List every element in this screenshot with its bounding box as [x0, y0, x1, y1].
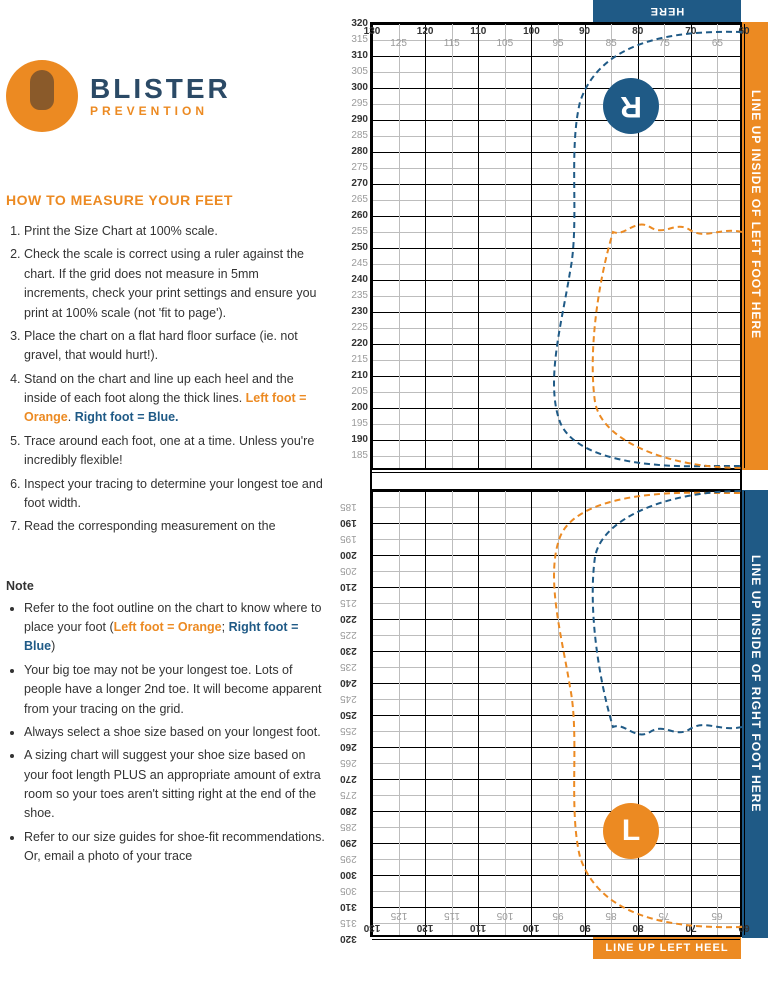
step-item: Trace around each foot, one at a time. U… — [24, 432, 326, 471]
right-foot-badge: R — [603, 78, 659, 134]
notes-list: Refer to the foot outline on the chart t… — [6, 599, 326, 867]
step-item: Stand on the chart and line up each heel… — [24, 370, 326, 428]
note-item: Refer to the foot outline on the chart t… — [24, 599, 326, 657]
brand-logo: BLISTER PREVENTION — [6, 60, 326, 132]
step-item: Read the corresponding measurement on th… — [24, 517, 326, 536]
heel-strip-right: LINE UP RIGHT HEEL HERE — [593, 0, 741, 22]
foot-size-chart: LINE UP RIGHT HEEL HERE LINE UP LEFT HEE… — [338, 0, 768, 959]
note-item: Your big toe may not be your longest toe… — [24, 661, 326, 719]
step-item: Check the scale is correct using a ruler… — [24, 245, 326, 323]
note-heading: Note — [6, 579, 326, 593]
step-item: Inspect your tracing to determine your l… — [24, 475, 326, 514]
note-item: A sizing chart will suggest your shoe si… — [24, 746, 326, 824]
footprint-icon — [6, 60, 78, 132]
left-foot-badge: L — [603, 803, 659, 859]
side-label-left: LINE UP INSIDE OF LEFT FOOT HERE — [749, 90, 763, 339]
step-item: Place the chart on a flat hard floor sur… — [24, 327, 326, 366]
note-item: Refer to our size guides for shoe-fit re… — [24, 828, 326, 867]
step-item: Print the Size Chart at 100% scale. — [24, 222, 326, 241]
steps-list: Print the Size Chart at 100% scale. Check… — [6, 222, 326, 537]
brand-subtitle: PREVENTION — [90, 105, 231, 117]
heel-strip-left: LINE UP LEFT HEEL HERE — [593, 937, 741, 959]
measurement-grid: 3203103002902802702602502402302202102001… — [370, 22, 742, 937]
brand-title: BLISTER — [90, 75, 231, 103]
side-label-right: LINE UP INSIDE OF RIGHT FOOT HERE — [749, 555, 763, 812]
howto-heading: HOW TO MEASURE YOUR FEET — [6, 192, 326, 208]
note-item: Always select a shoe size based on your … — [24, 723, 326, 742]
